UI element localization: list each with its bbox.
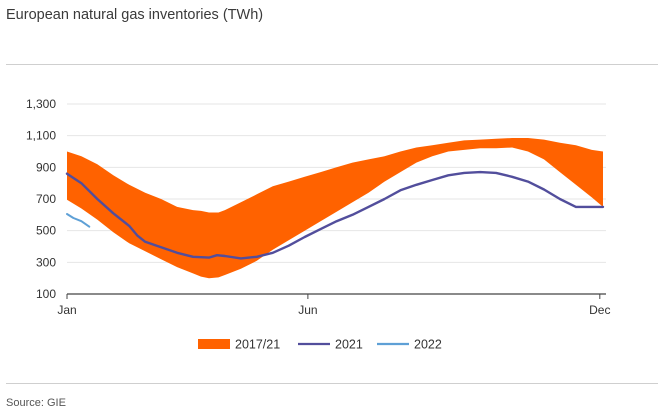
series-line-2022: [66, 213, 91, 228]
band-layer: [67, 138, 603, 279]
y-tick-label: 1,100: [26, 129, 56, 143]
source-note: Source: GIE: [6, 397, 66, 409]
axes: 100 300 500 700 900 1,100 1,300 Jan Jun Dec: [26, 97, 611, 317]
x-tick-label: Dec: [589, 303, 610, 317]
y-tick-label: 500: [36, 224, 56, 238]
series-band-2017-21: [67, 138, 603, 279]
legend-item-2022: 2022: [377, 338, 442, 352]
legend: 2017/21 2021 2022: [198, 338, 442, 352]
bottom-divider: [6, 383, 658, 384]
series-line-2021: [65, 170, 605, 260]
y-tick-label: 100: [36, 287, 56, 301]
y-tick-label: 900: [36, 160, 56, 174]
y-tick-label: 300: [36, 255, 56, 269]
y-tick-label: 1,300: [26, 97, 56, 111]
y-tick-label: 700: [36, 192, 56, 206]
legend-item-2017-21: 2017/21: [198, 338, 280, 352]
top-divider: [6, 64, 658, 65]
legend-label: 2022: [414, 338, 442, 352]
chart-title: European natural gas inventories (TWh): [6, 7, 264, 23]
x-tick-label: Jan: [57, 303, 76, 317]
legend-swatch: [198, 339, 230, 349]
line-layer: [65, 170, 605, 260]
legend-item-2021: 2021: [298, 338, 363, 352]
x-tick-label: Jun: [298, 303, 317, 317]
legend-label: 2017/21: [235, 338, 280, 352]
legend-label: 2021: [335, 338, 363, 352]
